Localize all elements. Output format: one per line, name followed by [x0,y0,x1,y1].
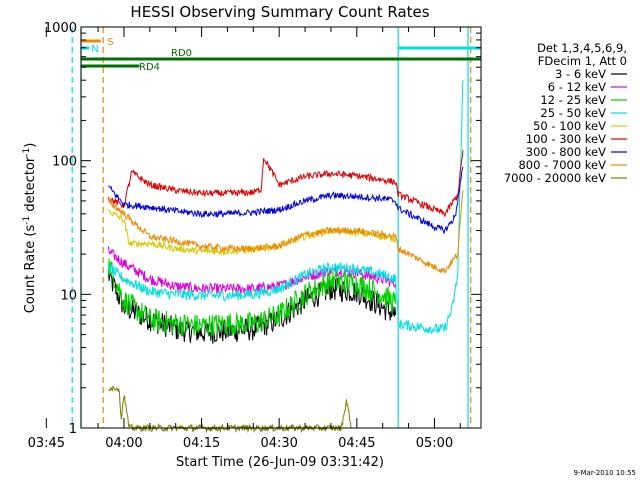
y-axis-label-sup2: -1 [22,148,32,157]
y-axis-ticks: 1 10 100 1000 [44,21,481,437]
legend-label-8: 7000 - 20000 keV [504,171,606,185]
series-lines [107,80,464,434]
y-tick-label: 1 [69,422,77,437]
series-line-7 [107,190,464,274]
legend-label-2: 12 - 25 keV [540,93,606,107]
x-tick-label: 04:30 [260,436,297,451]
vertical-markers [71,27,472,428]
y-axis-label-main: Count Rate (s [23,225,38,314]
x-axis-label: Start Time (26-Jun-09 03:31:42) [176,455,384,470]
x-tick-label: 04:00 [105,436,142,451]
legend-header-line-2: FDecim 1, Att 0 [538,54,627,68]
y-axis-label-mid: detector [23,156,38,216]
x-tick-label: 03:45 [28,436,65,451]
x-tick-label: 04:45 [338,436,375,451]
x-axis-ticks: 03:45 04:00 04:15 04:30 04:45 05:00 [28,27,461,451]
legend-label-0: 3 - 6 keV [555,67,606,81]
legend: Det 1,3,4,5,6,9, FDecim 1, Att 0 3 - 6 k… [504,41,627,185]
x-tick-label: 04:15 [183,436,220,451]
x-tick-label: 05:00 [416,436,453,451]
chart-title: HESSI Observing Summary Count Rates [130,3,429,21]
flag-label-3: RD0 [171,48,192,59]
legend-header-line-1: Det 1,3,4,5,6,9, [537,41,627,55]
y-tick-label: 10 [60,288,77,303]
series-line-8 [108,385,352,434]
series-line-2 [107,258,397,338]
plot-frame [80,26,482,429]
y-axis-label-sup1: -1 [22,216,32,225]
legend-label-6: 300 - 800 keV [526,145,606,159]
flag-label-0: S [107,37,113,48]
plot-area: SN RD0 RD4 [71,26,482,434]
series-line-4 [107,208,397,256]
legend-label-3: 25 - 50 keV [540,106,606,120]
y-axis-label: Count Rate (s-1 detector-1) [22,143,38,314]
legend-label-7: 800 - 7000 keV [518,158,606,172]
legend-label-4: 50 - 100 keV [533,119,606,133]
instrument-flags: SN RD0 RD4 [81,37,481,73]
flag-label-1: N [91,44,98,55]
series-line-3 [107,80,464,334]
footer-date: 9-Mar-2010 10:55 [574,469,636,477]
legend-label-5: 100 - 300 keV [526,132,606,146]
y-axis-label-end: ) [23,143,38,148]
legend-label-1: 6 - 12 keV [548,80,606,94]
y-tick-label: 1000 [44,21,77,36]
y-tick-label: 100 [52,155,77,170]
series-line-0 [107,267,397,344]
series-line-6 [108,166,464,234]
flag-label-4: RD4 [139,62,160,73]
series-line-5 [107,150,464,217]
